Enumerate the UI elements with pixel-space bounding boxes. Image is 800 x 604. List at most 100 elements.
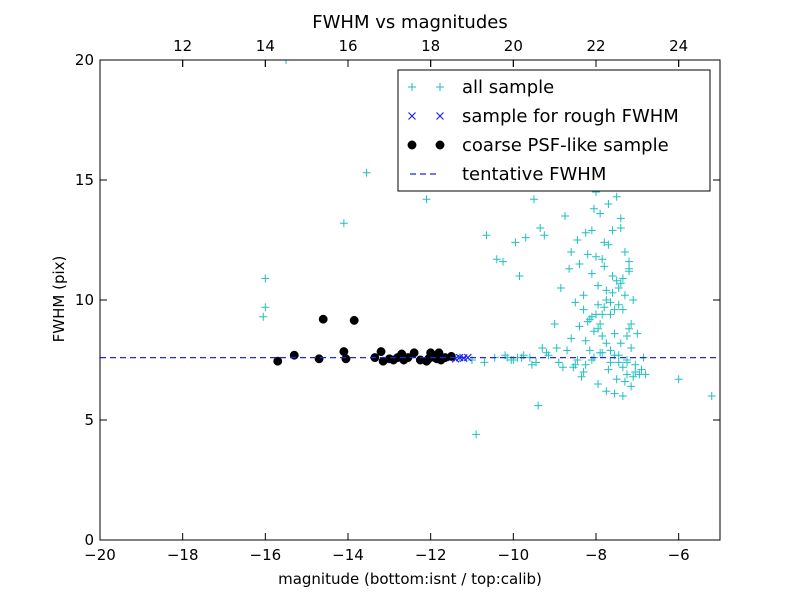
data-point xyxy=(614,300,623,309)
data-point xyxy=(575,322,584,331)
data-point xyxy=(480,358,489,367)
top-x-tick-label: 14 xyxy=(256,37,275,55)
data-point xyxy=(482,231,491,240)
data-point xyxy=(579,291,588,300)
data-point xyxy=(273,356,283,366)
data-point xyxy=(581,360,590,369)
data-point xyxy=(587,226,596,235)
data-point xyxy=(499,257,507,266)
data-point xyxy=(581,228,590,237)
data-point xyxy=(616,214,625,223)
data-point xyxy=(376,347,386,357)
data-point xyxy=(598,310,607,319)
y-axis-label: FWHM (pix) xyxy=(50,256,68,343)
data-point xyxy=(618,305,627,314)
data-point xyxy=(633,329,642,338)
data-point xyxy=(674,375,683,384)
data-point xyxy=(616,339,625,348)
data-point xyxy=(362,168,371,177)
data-point xyxy=(583,250,592,259)
data-point xyxy=(558,363,567,372)
data-point xyxy=(511,238,520,247)
data-point xyxy=(625,324,634,333)
plot-area xyxy=(100,60,720,439)
legend-label: sample for rough FWHM xyxy=(462,106,679,127)
chart-title: FWHM vs magnitudes xyxy=(312,12,507,33)
data-point xyxy=(606,358,615,367)
legend-marker xyxy=(408,83,416,91)
data-point xyxy=(573,236,582,244)
x-tick-label: −16 xyxy=(250,546,282,564)
data-point xyxy=(540,231,549,240)
legend-label: tentative FWHM xyxy=(462,164,606,185)
data-point xyxy=(550,320,559,328)
data-point xyxy=(282,60,290,64)
legend-entry: all sample xyxy=(408,77,554,98)
y-tick-label: 20 xyxy=(75,51,94,69)
data-point xyxy=(577,372,586,381)
legend-label: all sample xyxy=(462,77,554,98)
data-point xyxy=(608,288,617,297)
data-point xyxy=(563,346,572,355)
top-x-tick-label: 18 xyxy=(421,37,440,55)
legend-box xyxy=(397,69,711,192)
data-point xyxy=(625,264,634,273)
data-point xyxy=(629,372,638,381)
data-point xyxy=(575,260,584,268)
data-point xyxy=(631,360,640,369)
data-point xyxy=(614,358,623,367)
data-point xyxy=(627,320,636,328)
data-point xyxy=(261,303,270,312)
data-point xyxy=(594,324,603,333)
data-point xyxy=(606,346,615,355)
data-point xyxy=(589,327,598,336)
data-point xyxy=(616,279,625,288)
data-point xyxy=(620,248,629,256)
data-point xyxy=(602,296,611,304)
data-point xyxy=(637,365,646,374)
data-point xyxy=(561,212,569,220)
data-point xyxy=(612,276,621,285)
y-tick-label: 10 xyxy=(75,291,94,309)
data-point xyxy=(631,368,640,376)
data-point xyxy=(594,380,603,388)
data-point xyxy=(604,200,613,208)
data-point xyxy=(602,286,611,295)
top-x-tick-label: 16 xyxy=(338,37,357,55)
legend-marker xyxy=(407,140,417,150)
data-point xyxy=(598,332,607,340)
legend-entry: tentative FWHM xyxy=(410,164,606,185)
data-point xyxy=(598,255,607,264)
data-point xyxy=(627,344,636,352)
data-point xyxy=(492,255,501,264)
x-axis-label: magnitude (bottom:isnt / top:calib) xyxy=(278,570,542,588)
top-x-tick-label: 12 xyxy=(173,37,192,55)
data-point xyxy=(556,284,565,292)
data-point xyxy=(339,219,348,228)
data-point xyxy=(472,430,481,439)
data-point xyxy=(314,354,324,364)
data-point xyxy=(614,284,623,292)
data-point xyxy=(463,353,472,362)
data-point xyxy=(623,332,631,340)
legend-marker xyxy=(435,140,445,150)
data-point xyxy=(596,209,605,218)
data-point xyxy=(585,315,594,324)
data-point xyxy=(349,315,359,325)
data-point xyxy=(571,298,580,307)
data-point xyxy=(589,204,598,213)
data-point xyxy=(635,370,644,379)
data-point xyxy=(527,360,536,369)
x-tick-label: −10 xyxy=(498,546,530,564)
top-x-tick-label: 22 xyxy=(586,37,605,55)
data-point xyxy=(620,377,629,386)
x-tick-label: −18 xyxy=(167,546,199,564)
legend-entry: coarse PSF-like sample xyxy=(407,135,669,156)
data-point xyxy=(596,320,605,328)
data-point xyxy=(606,310,615,319)
top-x-tick-label: 20 xyxy=(504,37,523,55)
legend-entry: sample for rough FWHM xyxy=(408,106,679,127)
data-point xyxy=(552,344,561,352)
y-tick-label: 0 xyxy=(84,531,94,549)
